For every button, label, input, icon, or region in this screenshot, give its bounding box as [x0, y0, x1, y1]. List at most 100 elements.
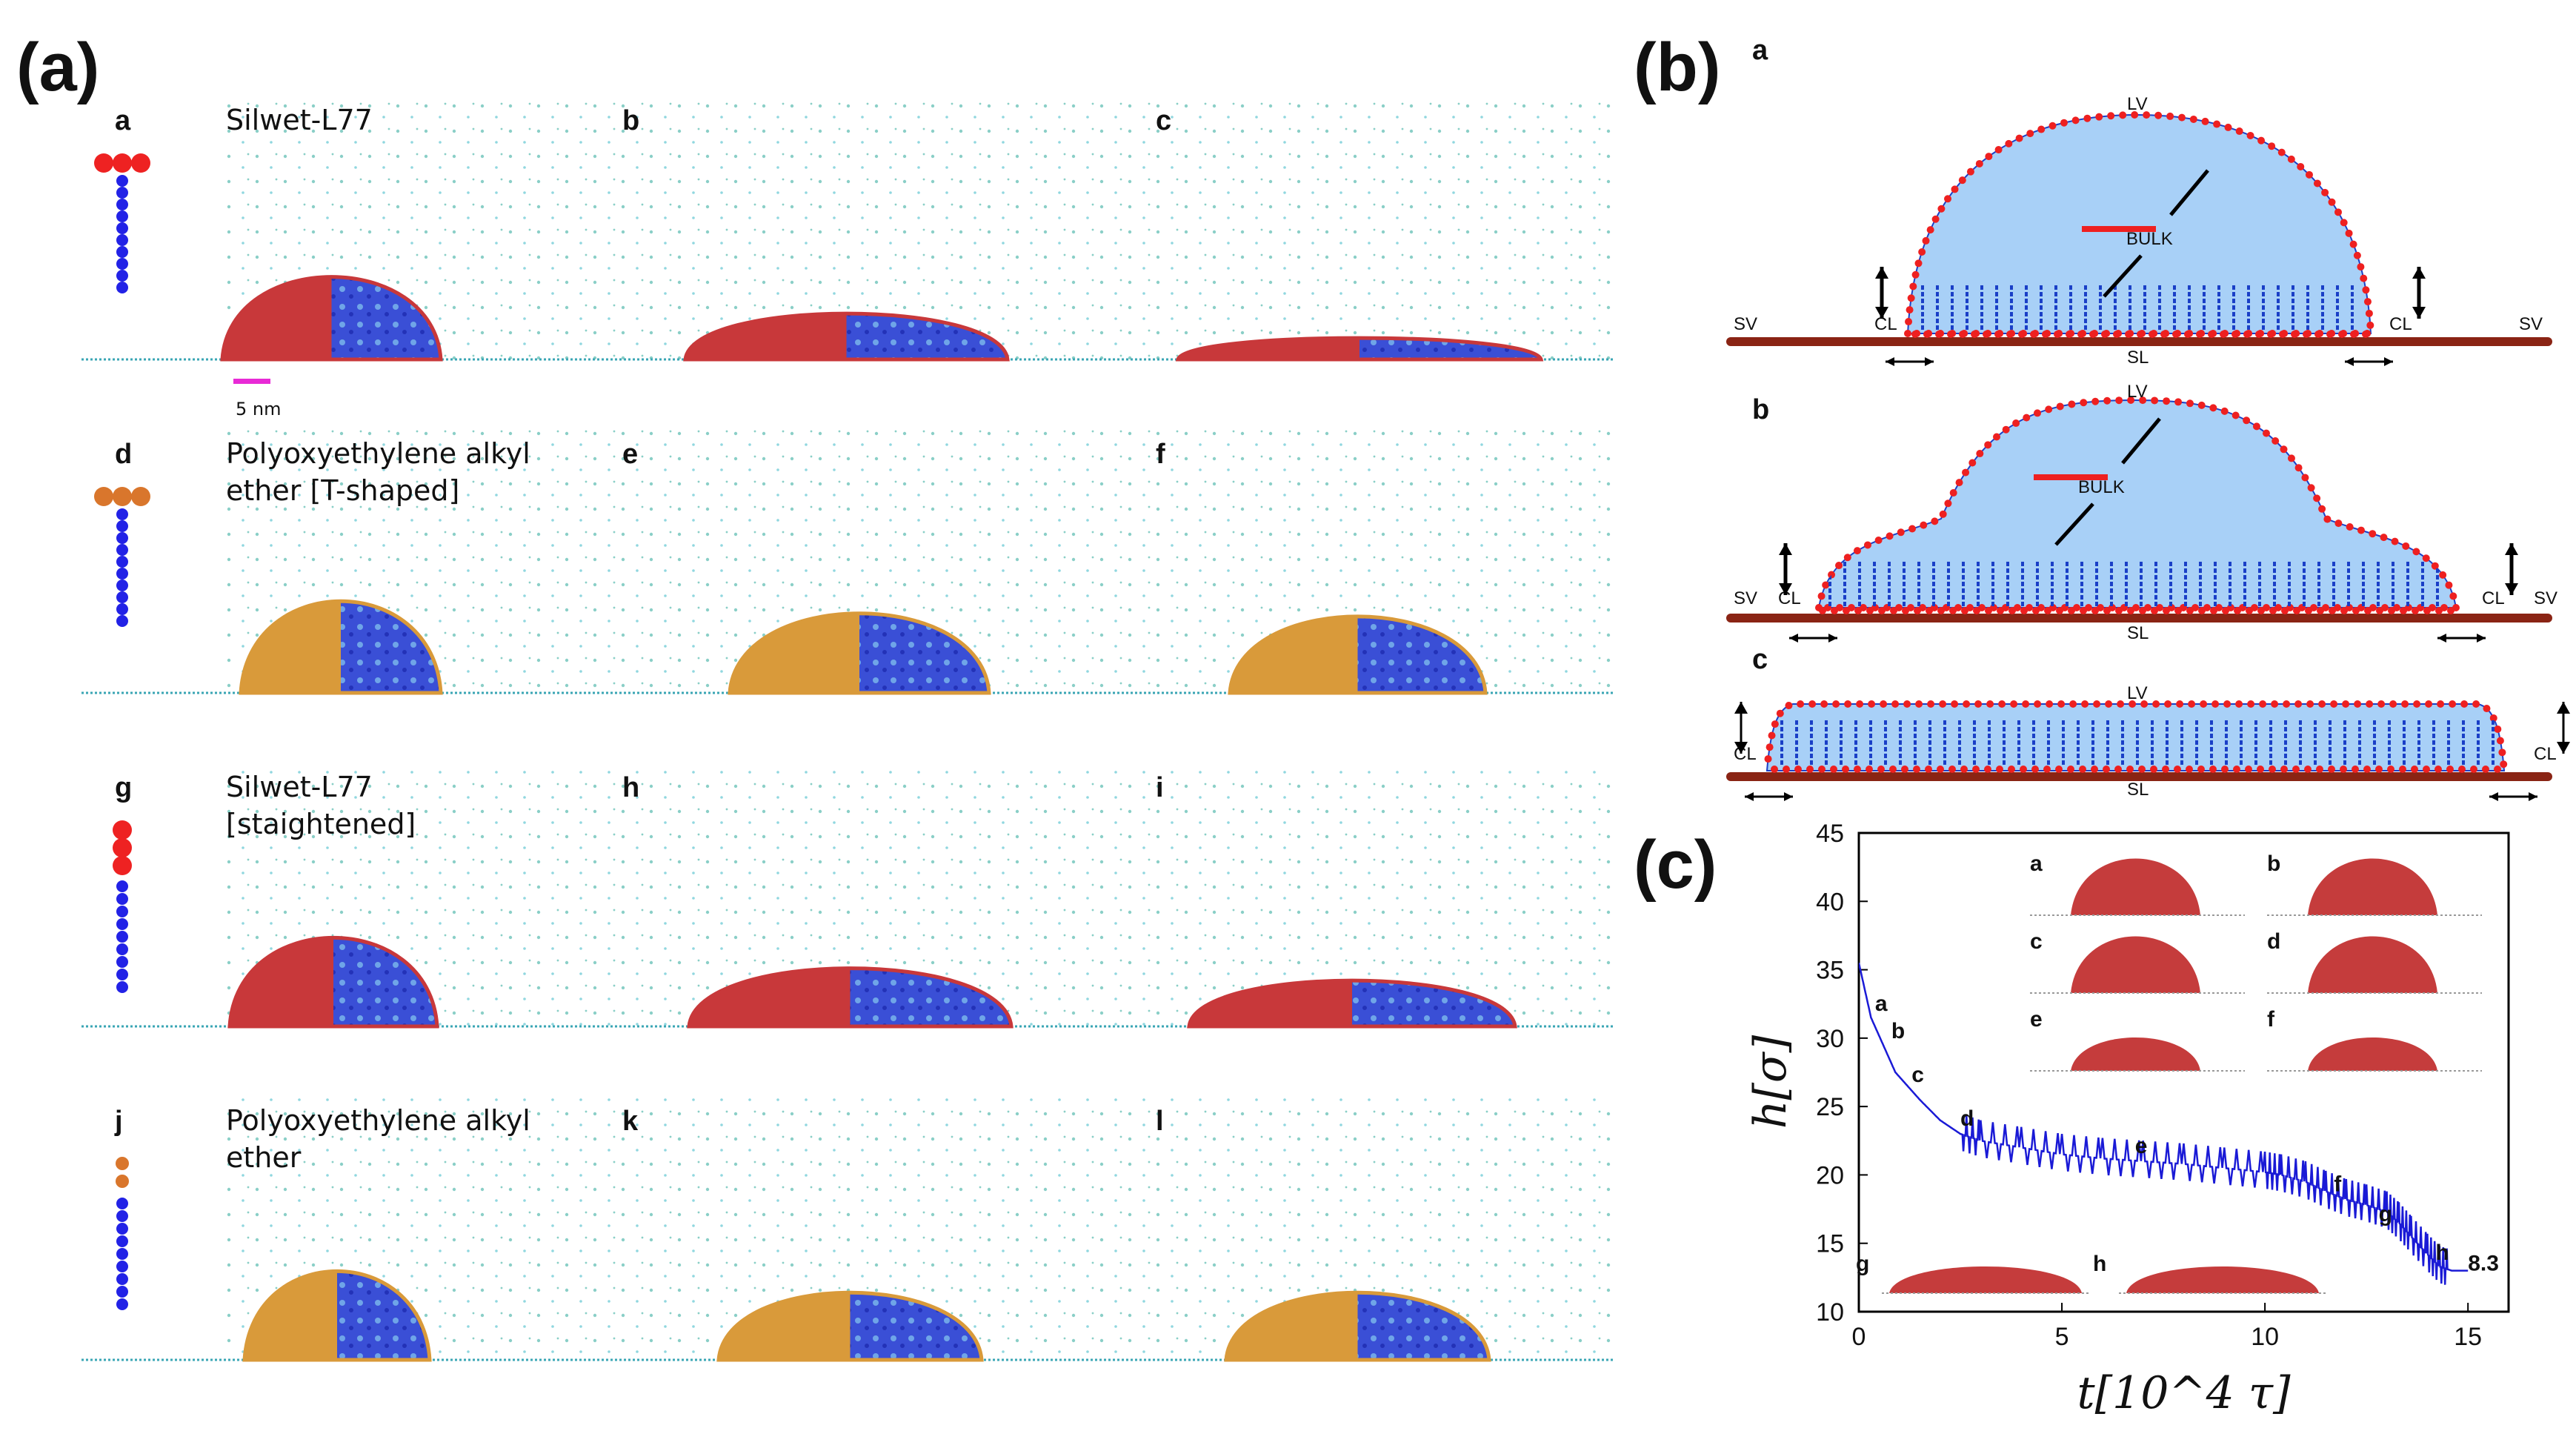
solid-substrate [1726, 614, 2552, 622]
subpanel-letter: j [114, 1106, 123, 1137]
surfactant-head [2294, 700, 2303, 708]
surfactant-head [1776, 709, 1784, 717]
solid-substrate [1726, 337, 2552, 346]
surfactant-head [2280, 445, 2288, 454]
surfactant-head [2363, 766, 2371, 773]
surfactant-head [2482, 766, 2489, 773]
surfactant-head [1993, 433, 2001, 441]
surfactant-head [2209, 404, 2217, 412]
surfactant-head [2005, 139, 2013, 147]
surfactant-head [1984, 441, 1992, 449]
surfactant-tails [1780, 720, 2495, 765]
surfactant-head [2255, 331, 2263, 338]
surfactant-head [2340, 219, 2348, 227]
surfactant-head [2338, 331, 2346, 338]
surfactant-head [1907, 294, 1915, 302]
surfactant-head [2222, 607, 2229, 614]
tail-bead [116, 1198, 128, 1209]
surfactant-head [2125, 331, 2132, 338]
surfactant-head [2350, 331, 2357, 338]
surfactant-head [1794, 766, 1802, 773]
cl-right-label: CL [2534, 744, 2557, 764]
sl-label: SL [2127, 348, 2149, 368]
surfactant-head [2018, 331, 2026, 338]
surfactant-head [2220, 331, 2227, 338]
surfactant-head [1937, 607, 1945, 614]
surfactant-head [2352, 607, 2360, 614]
tail-bead [116, 956, 128, 968]
surfactant-head [2362, 286, 2370, 294]
surfactant-head [1963, 700, 1971, 708]
surfactant-head [2449, 592, 2457, 600]
surfactant-head [2234, 607, 2241, 614]
droplet-snapshot [227, 936, 439, 1029]
surfactant-head [2304, 766, 2312, 773]
surfactant-head [2257, 607, 2265, 614]
surfactant-head [2049, 122, 2057, 130]
surfactant-head [1891, 700, 1900, 708]
surfactant-head [2081, 700, 2089, 708]
surfactant-head [2223, 700, 2231, 708]
surfactant-head [2045, 405, 2053, 414]
surfactant-head [2313, 494, 2321, 502]
surfactant-head [1902, 607, 1909, 614]
surfactant-head [2243, 331, 2251, 338]
arrow-head [1875, 267, 1888, 319]
surfactant-head [2103, 766, 2110, 773]
surfactant-head [2042, 331, 2049, 338]
bulk-label: BULK [2126, 229, 2173, 249]
droplet-outline [242, 1269, 432, 1362]
surfactant-head [2224, 123, 2232, 131]
surfactant-head [2174, 398, 2183, 406]
surfactant-head [2032, 607, 2040, 614]
surfactant-head [2328, 766, 2335, 773]
surfactant-head [2020, 766, 2027, 773]
surfactant-head [1764, 755, 1772, 763]
surfactant-head [1923, 331, 1931, 338]
wetting-schematic: a LV SL CL CL SV SV BULK [1726, 35, 2552, 368]
inset-snapshot: b [2267, 851, 2482, 916]
droplet-outline [239, 599, 443, 695]
surfactant-head [2069, 700, 2077, 708]
surfactant-head [2342, 700, 2350, 708]
surfactant-head [2425, 700, 2433, 708]
surfactant-head [2056, 607, 2063, 614]
surfactant-head [2366, 321, 2374, 329]
surfactant-head [2150, 766, 2157, 773]
surfactant-head [2139, 396, 2147, 405]
surfactant-head [2184, 331, 2191, 338]
surfactant-head [1922, 236, 1930, 245]
surfactant-head [2091, 766, 2098, 773]
surfactant-head [1822, 581, 1830, 589]
surfactant-head [2233, 766, 2240, 773]
surfactant-molecule-icon [113, 820, 132, 993]
surfactant-head [1975, 159, 1983, 167]
x-tick-label: 15 [2454, 1323, 2482, 1351]
tail-bead [116, 1298, 128, 1310]
surfactant-head [2152, 700, 2160, 708]
scale-bar: 5 nm [233, 379, 282, 419]
surfactant-head [2340, 766, 2347, 773]
surfactant-head [2498, 748, 2506, 757]
surfactant-head [2034, 409, 2041, 417]
surfactant-head [2213, 120, 2221, 128]
surfactant-head [2131, 111, 2139, 119]
surfactant-head [1951, 185, 1959, 193]
surfactant-head [2198, 607, 2206, 614]
surfactant-head [2357, 263, 2365, 271]
inset-droplet [2308, 936, 2437, 993]
surfactant-head [2044, 607, 2051, 614]
surfactant-head [2439, 571, 2447, 579]
tail-bead [116, 1248, 128, 1260]
panel-b-schematics: a LV SL CL CL SV SV BULK b LV SL CL CL SV SV BULK c LV SL C… [1726, 35, 2570, 801]
surfactant-head [2272, 436, 2280, 445]
surfactant-head [2413, 700, 2421, 708]
subpanel-letter: b [622, 105, 639, 136]
surfactant-head [1771, 766, 1778, 773]
surfactant-head [1958, 176, 1966, 185]
surfactant-head [2349, 240, 2357, 248]
inset-droplet [2308, 1037, 2437, 1071]
surfactant-head [2246, 131, 2254, 139]
surfactant-head [2334, 519, 2343, 528]
droplet-outline [687, 966, 1014, 1029]
